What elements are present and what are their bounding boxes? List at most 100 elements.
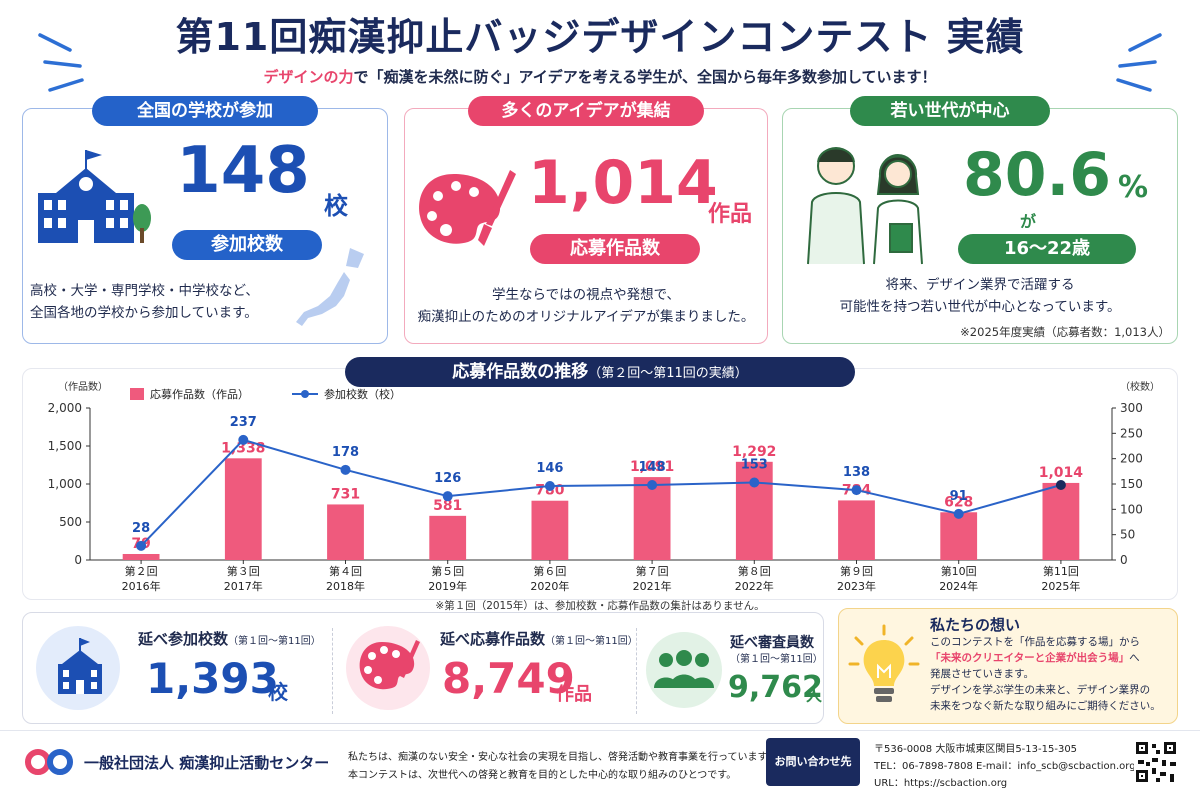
right-tick-label: 200 — [1120, 452, 1143, 466]
x-tick-label: 2018年 — [326, 579, 365, 593]
bar — [531, 500, 569, 560]
line-series — [140, 438, 1062, 547]
youth-unit: % — [1118, 170, 1149, 205]
totals-judges-range: （第１回～第11回） — [730, 654, 823, 665]
bar-value-label: 581 — [433, 498, 462, 514]
totals-panel — [22, 612, 824, 724]
subtitle-accent: デザインの力 — [263, 68, 354, 86]
line-value-label: 146 — [536, 461, 563, 476]
thoughts-line1: このコンテストを「作品を応募する場」から — [930, 636, 1140, 648]
card-youth-heading: 若い世代が中心 — [850, 96, 1050, 126]
divider — [636, 628, 637, 714]
school-building-icon — [38, 150, 151, 243]
x-tick-label: 第８回 — [738, 564, 771, 578]
paint-palette-icon — [419, 170, 516, 246]
right-tick-label: 250 — [1120, 426, 1143, 440]
subtitle-text: で「痴漢を未然に防ぐ」アイデアを考える学生が、全国から毎年多数参加しています！ — [353, 68, 937, 86]
left-tick-label: 500 — [59, 515, 82, 529]
left-tick-label: 2,000 — [48, 401, 82, 415]
card-works-heading: 多くのアイデアが集結 — [468, 96, 704, 126]
youth-number: 80.6 — [962, 140, 1112, 210]
contact-button[interactable]: お問い合わせ先 — [766, 738, 860, 786]
people-group-icon — [654, 650, 714, 688]
footer-address: 〒536-0008 大阪市城東区関目5-13-15-305 — [874, 744, 1078, 755]
footer-text-1: 私たちは、痴漢のない安全・安心な社会の実現を目指し、啓発活動や教育事業を行ってい… — [348, 752, 777, 763]
x-tick-label: 2025年 — [1041, 579, 1080, 593]
right-tick-label: 0 — [1120, 553, 1128, 567]
line-value-label: 148 — [639, 460, 666, 475]
youth-desc: 将来、デザイン業界で活躍する可能性を持つ若い世代が中心となっています。 — [782, 274, 1178, 318]
bar — [1042, 482, 1080, 560]
right-tick-label: 100 — [1120, 502, 1143, 516]
footer-text-2: 本コンテストは、次世代への啓発と教育を目的とした中心的な取り組みのひとつです。 — [348, 770, 737, 781]
bar-value-label: 1,014 — [1039, 465, 1084, 481]
thoughts-line2: 「未来のクリエイターと企業が出会う場」へ — [930, 650, 1174, 666]
x-tick-label: 第９回 — [840, 564, 873, 578]
x-tick-label: 第11回 — [1043, 564, 1079, 578]
line-point — [136, 540, 147, 551]
line-point — [442, 491, 453, 502]
bar-value-label: 1,292 — [732, 444, 776, 460]
organization-logo-icon — [25, 749, 73, 775]
line-value-label: 237 — [230, 415, 257, 430]
line-point — [953, 508, 964, 519]
left-tick-label: 1,500 — [48, 439, 82, 453]
totals-judges-unit: 人 — [806, 686, 823, 705]
lightbulb-icon — [848, 624, 920, 702]
youth-ga: が — [1020, 212, 1037, 231]
bar — [224, 458, 262, 560]
x-tick-label: 2019年 — [428, 579, 467, 593]
footer-url[interactable]: URL：https://scbaction.org — [874, 778, 1008, 789]
totals-works-label-text: 延べ応募作品数 — [440, 630, 546, 648]
x-tick-label: 第５回 — [431, 564, 464, 578]
line-value-label: 153 — [741, 457, 768, 472]
left-tick-label: 0 — [74, 553, 82, 567]
line-value-label: 28 — [132, 521, 150, 536]
youth-desc-line2: 可能性を持つ若い世代が中心となっています。 — [839, 299, 1121, 315]
totals-works-range: （第１回～第11回） — [545, 636, 638, 647]
schools-unit: 校 — [324, 192, 348, 220]
totals-schools-unit: 校 — [268, 680, 288, 704]
line-point — [647, 480, 658, 491]
right-tick-label: 300 — [1120, 401, 1143, 415]
works-unit: 作品 — [708, 202, 753, 227]
line-point — [749, 477, 760, 488]
totals-judges-number: 9,762 — [728, 670, 823, 705]
bar — [327, 504, 364, 560]
chart-title-main: 応募作品数の推移 — [452, 362, 589, 382]
right-tick-label: 150 — [1120, 477, 1143, 491]
totals-works-number: 8,749 — [442, 654, 575, 703]
chart-title-sub: （第２回～第11回の実績） — [588, 366, 748, 381]
japan-map-icon — [296, 248, 364, 326]
youth-desc-line1: 将来、デザイン業界で活躍する — [885, 277, 1075, 293]
schools-desc-line2: 全国各地の学校から参加しています。 — [30, 305, 258, 321]
thoughts-line2-rest: へ — [1129, 652, 1140, 664]
qr-code-icon[interactable] — [1134, 740, 1178, 784]
line-point — [340, 464, 351, 475]
footer-divider — [0, 730, 1200, 731]
line-value-label: 178 — [332, 445, 359, 460]
totals-judges-label: 延べ審査員数 — [730, 635, 814, 651]
line-point — [544, 481, 555, 492]
thoughts-line4: デザインを学ぶ学生の未来と、デザイン業界の — [930, 684, 1151, 696]
x-tick-label: 2020年 — [530, 579, 569, 593]
totals-works-label: 延べ応募作品数（第１回～第11回） — [440, 628, 638, 649]
works-desc-line1: 学生ならではの視点や発想で、 — [491, 287, 681, 303]
x-tick-label: 第10回 — [941, 564, 977, 578]
line-value-label: 91 — [950, 489, 968, 504]
bar — [122, 553, 160, 560]
chart-title: 応募作品数の推移（第２回～第11回の実績） — [345, 357, 855, 387]
bar — [838, 500, 875, 560]
schools-desc: 高校・大学・専門学校・中学校など、 全国各地の学校から参加しています。 — [30, 280, 290, 324]
x-tick-label: 2021年 — [633, 579, 672, 593]
works-label: 応募作品数 — [530, 234, 700, 264]
x-tick-label: 第２回 — [125, 564, 158, 578]
bar-value-label: 628 — [944, 494, 973, 510]
footer-email[interactable]: E-mail：info_scb@scbaction.org — [976, 761, 1136, 772]
page-subtitle: デザインの力で「痴漢を未然に防ぐ」アイデアを考える学生が、全国から毎年多数参加し… — [0, 66, 1200, 87]
line-point — [238, 434, 249, 445]
bar — [940, 512, 978, 560]
line-point — [851, 485, 862, 496]
x-tick-label: 2024年 — [939, 579, 978, 593]
chart-note: ※第１回（2015年）は、参加校数・応募作品数の集計はありません。 — [435, 600, 765, 612]
